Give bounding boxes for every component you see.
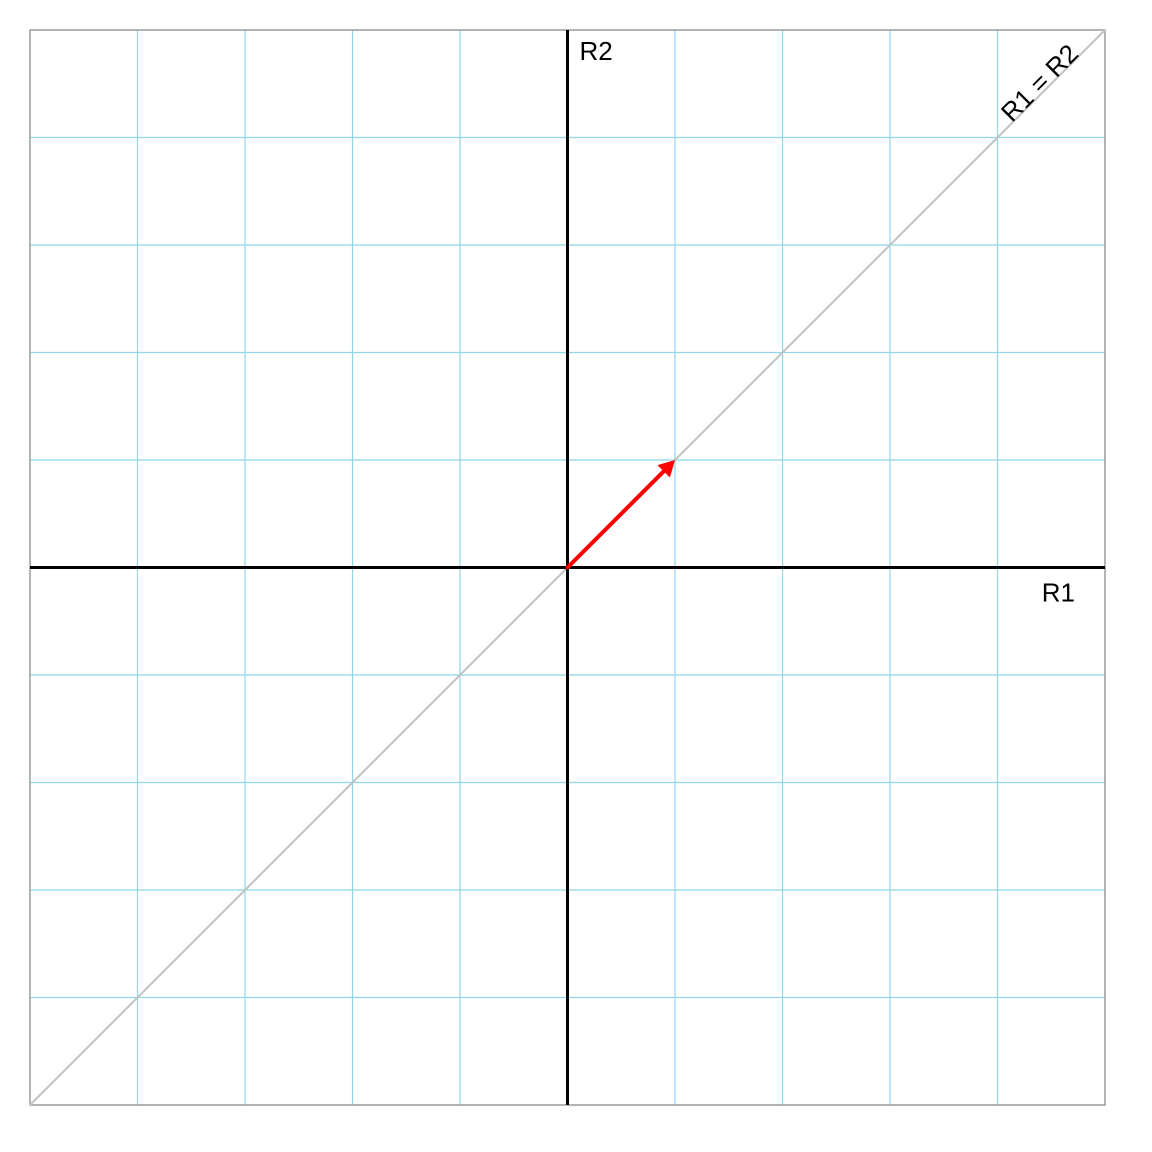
- y-axis-label: R2: [580, 36, 613, 66]
- vector-plane-chart: R1R2R1 = R2: [0, 0, 1152, 1152]
- x-axis-label: R1: [1042, 578, 1075, 608]
